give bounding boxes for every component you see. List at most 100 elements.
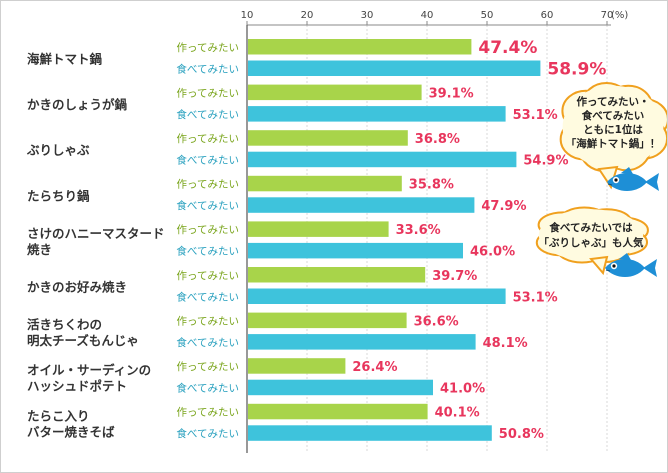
bubble-body bbox=[538, 209, 644, 261]
tick-label: 30 bbox=[361, 10, 374, 21]
fish-pupil bbox=[614, 178, 618, 182]
series-label: 食べてみたい bbox=[176, 199, 239, 212]
bar bbox=[248, 242, 463, 259]
series-label: 作ってみたい bbox=[177, 270, 239, 282]
category-group: かきのしょうが鍋 作ってみたい 39.1% 食べてみたい 53.1% bbox=[27, 84, 558, 123]
category-group: たらちり鍋 作ってみたい 35.8% 食べてみたい 47.9% bbox=[27, 175, 527, 214]
data-label: 47.9% bbox=[481, 199, 526, 214]
annotation-text: 「海鮮トマト鍋」！ bbox=[566, 137, 661, 150]
fish-fin bbox=[621, 167, 633, 174]
tick-label: 70 bbox=[601, 10, 614, 21]
data-label: 33.6% bbox=[396, 223, 441, 238]
data-label: 54.9% bbox=[523, 153, 568, 168]
category-label: たらこ入り bbox=[27, 408, 90, 423]
data-label: 58.9% bbox=[547, 59, 606, 79]
annotation-text: ともに1位は bbox=[583, 123, 643, 136]
bar bbox=[248, 379, 433, 396]
series-label: 作ってみたい bbox=[177, 361, 239, 373]
bar bbox=[248, 39, 472, 55]
series-label: 食べてみたい bbox=[176, 62, 239, 75]
data-label: 39.7% bbox=[432, 269, 477, 284]
category-label: バター焼きそば bbox=[27, 424, 115, 439]
category-label: さけのハニーマスタード bbox=[27, 226, 165, 241]
bar bbox=[248, 197, 475, 213]
data-label: 40.1% bbox=[435, 406, 480, 421]
bar bbox=[248, 60, 541, 76]
bar bbox=[248, 151, 517, 168]
tick-label: 60 bbox=[541, 10, 554, 21]
tick-label: 50 bbox=[481, 10, 494, 21]
data-label: 41.0% bbox=[440, 381, 485, 396]
series-label: 作ってみたい bbox=[177, 42, 239, 54]
tick-label: 40 bbox=[421, 10, 434, 21]
category-label: 活きちくわの bbox=[27, 317, 102, 332]
category-label: 明太チーズもんじゃ bbox=[27, 333, 139, 348]
bar bbox=[248, 288, 506, 304]
annotation-bubble: 食べてみたいでは「ぶりしゃぶ」も人気 bbox=[535, 206, 649, 276]
series-label: 食べてみたい bbox=[176, 153, 239, 166]
bar bbox=[248, 267, 426, 283]
bar bbox=[248, 403, 428, 420]
data-label: 47.4% bbox=[478, 38, 537, 58]
bar bbox=[248, 175, 402, 192]
tick-label: 20 bbox=[301, 10, 314, 21]
data-label: 46.0% bbox=[470, 245, 515, 260]
data-label: 35.8% bbox=[409, 178, 454, 193]
fish-fin bbox=[619, 253, 631, 260]
series-label: 作ってみたい bbox=[177, 315, 239, 327]
series-label: 作ってみたい bbox=[177, 179, 239, 191]
category-label: ぶりしゃぶ bbox=[26, 143, 90, 158]
category-label: 焼き bbox=[27, 242, 52, 257]
series-label: 食べてみたい bbox=[176, 427, 239, 440]
data-label: 26.4% bbox=[352, 360, 397, 375]
data-label: 48.1% bbox=[483, 336, 528, 351]
annotation-text: 作ってみたい・ bbox=[577, 95, 650, 108]
series-label: 作ってみたい bbox=[177, 87, 239, 99]
series-label: 作ってみたい bbox=[177, 133, 239, 145]
annotation-text: 食べてみたいでは bbox=[548, 221, 633, 234]
data-label: 53.1% bbox=[513, 290, 558, 305]
data-label: 53.1% bbox=[513, 108, 558, 123]
data-label: 36.8% bbox=[415, 132, 460, 147]
category-group: 海鮮トマト鍋 作ってみたい 47.4% 食べてみたい 58.9% bbox=[27, 38, 606, 80]
bar bbox=[248, 312, 407, 329]
fish-mouth bbox=[607, 183, 613, 186]
category-label: ハッシュドポテト bbox=[27, 379, 127, 394]
data-label: 36.6% bbox=[414, 314, 459, 329]
category-label: オイル・サーディンの bbox=[27, 363, 151, 378]
category-label: かきのしょうが鍋 bbox=[27, 97, 128, 112]
series-label: 作ってみたい bbox=[177, 224, 239, 236]
annotation-text: 「ぶりしゃぶ」も人気 bbox=[539, 236, 644, 249]
category-group: ぶりしゃぶ 作ってみたい 36.8% 食べてみたい 54.9% bbox=[26, 130, 569, 168]
bar bbox=[248, 425, 492, 441]
fish-mouth bbox=[605, 269, 611, 272]
category-label: かきのお好み焼き bbox=[27, 280, 127, 295]
category-label: たらちり鍋 bbox=[27, 188, 90, 203]
series-label: 食べてみたい bbox=[176, 336, 239, 349]
series-label: 食べてみたい bbox=[176, 245, 239, 258]
bubble-body bbox=[562, 85, 664, 169]
data-label: 39.1% bbox=[429, 86, 474, 101]
fish-pupil bbox=[612, 264, 616, 268]
series-label: 作ってみたい bbox=[177, 407, 239, 419]
tick-label: 10 bbox=[241, 10, 254, 21]
data-label: 50.8% bbox=[499, 427, 544, 442]
series-label: 食べてみたい bbox=[176, 108, 239, 121]
bar bbox=[248, 84, 422, 101]
fish-tail bbox=[645, 173, 659, 191]
fish-icon bbox=[607, 167, 659, 191]
bar bbox=[248, 358, 346, 374]
bar bbox=[248, 221, 389, 237]
unit-label: (%) bbox=[611, 10, 628, 21]
bar bbox=[248, 106, 506, 122]
bar bbox=[248, 130, 408, 146]
bubble-tail bbox=[589, 255, 609, 276]
bar bbox=[248, 334, 476, 350]
fish-icon bbox=[605, 253, 657, 277]
